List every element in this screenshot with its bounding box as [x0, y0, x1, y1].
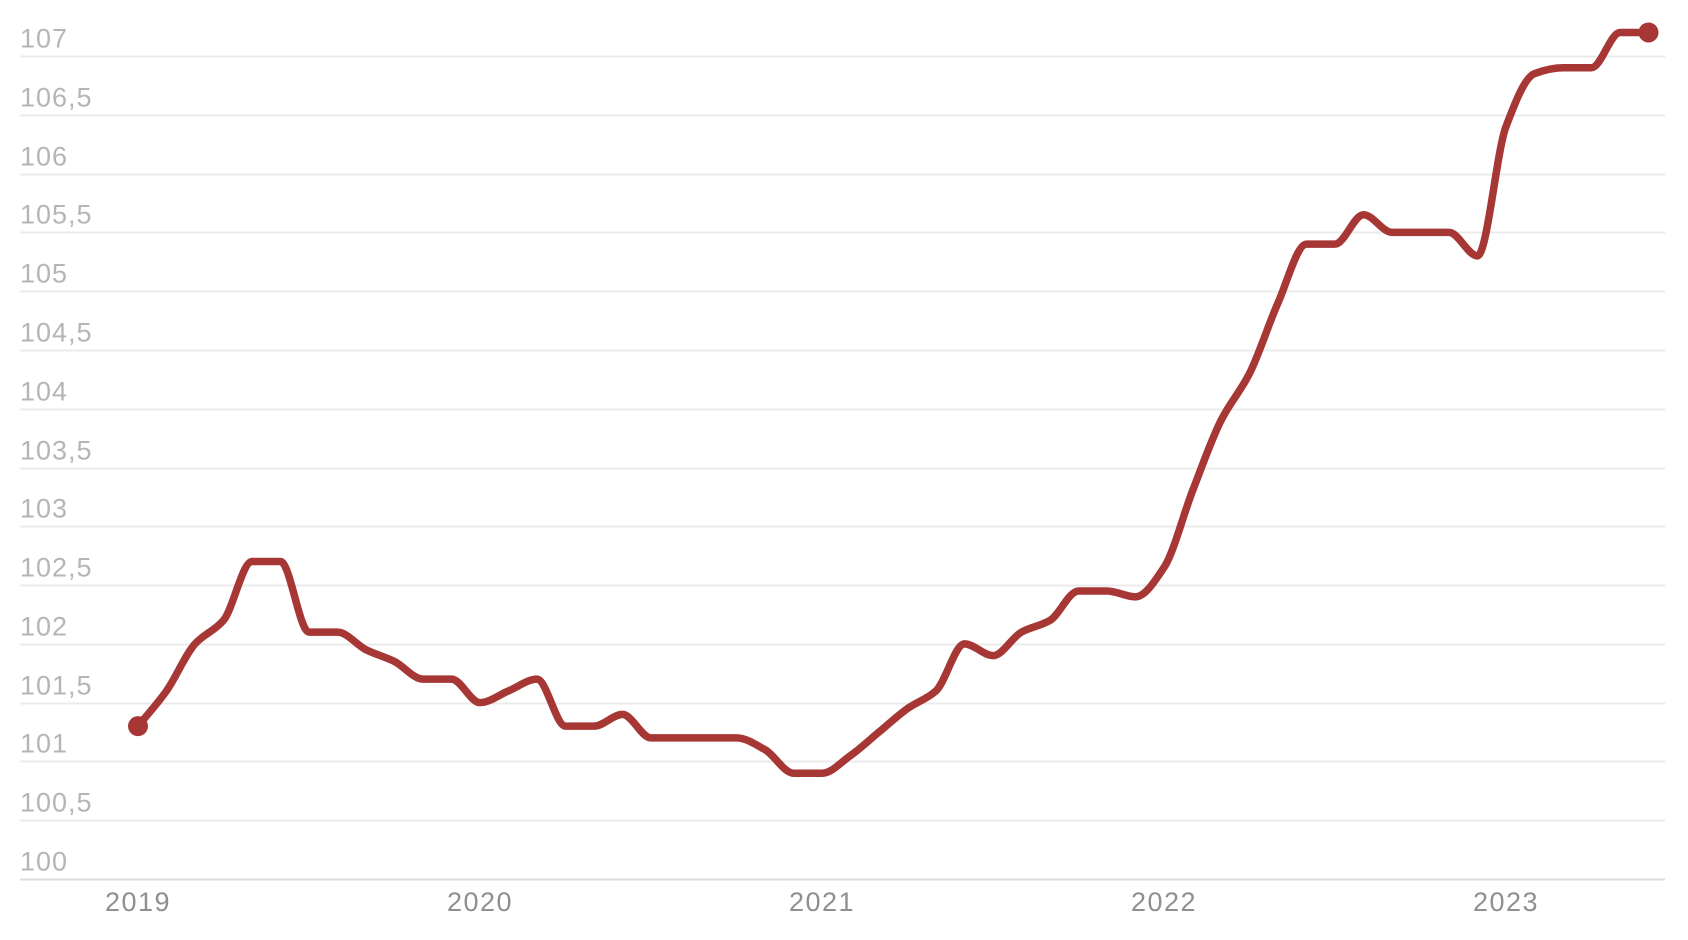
- y-tick-label: 104: [20, 377, 68, 407]
- y-tick-label: 105: [20, 259, 68, 289]
- y-tick-label: 102: [20, 612, 68, 642]
- y-tick-label: 106: [20, 142, 68, 172]
- y-tick-label: 101,5: [20, 671, 93, 701]
- y-tick-label: 101: [20, 729, 68, 759]
- x-tick-label: 2021: [789, 887, 855, 917]
- y-tick-label: 103,5: [20, 436, 93, 466]
- y-tick-label: 104,5: [20, 318, 93, 348]
- y-tick-label: 103: [20, 494, 68, 524]
- x-tick-label: 2020: [447, 887, 513, 917]
- y-tick-label: 100: [20, 847, 68, 877]
- y-tick-label: 102,5: [20, 553, 93, 583]
- y-tick-label: 107: [20, 24, 68, 54]
- y-tick-label: 105,5: [20, 200, 93, 230]
- y-tick-label: 106,5: [20, 83, 93, 113]
- y-tick-label: 100,5: [20, 788, 93, 818]
- start-point-dot: [128, 716, 148, 737]
- series-line: [134, 28, 1653, 777]
- x-tick-label: 2023: [1473, 887, 1539, 917]
- end-point-dot: [1638, 22, 1659, 43]
- x-tick-label: 2022: [1131, 887, 1197, 917]
- x-tick-label: 2019: [105, 887, 171, 917]
